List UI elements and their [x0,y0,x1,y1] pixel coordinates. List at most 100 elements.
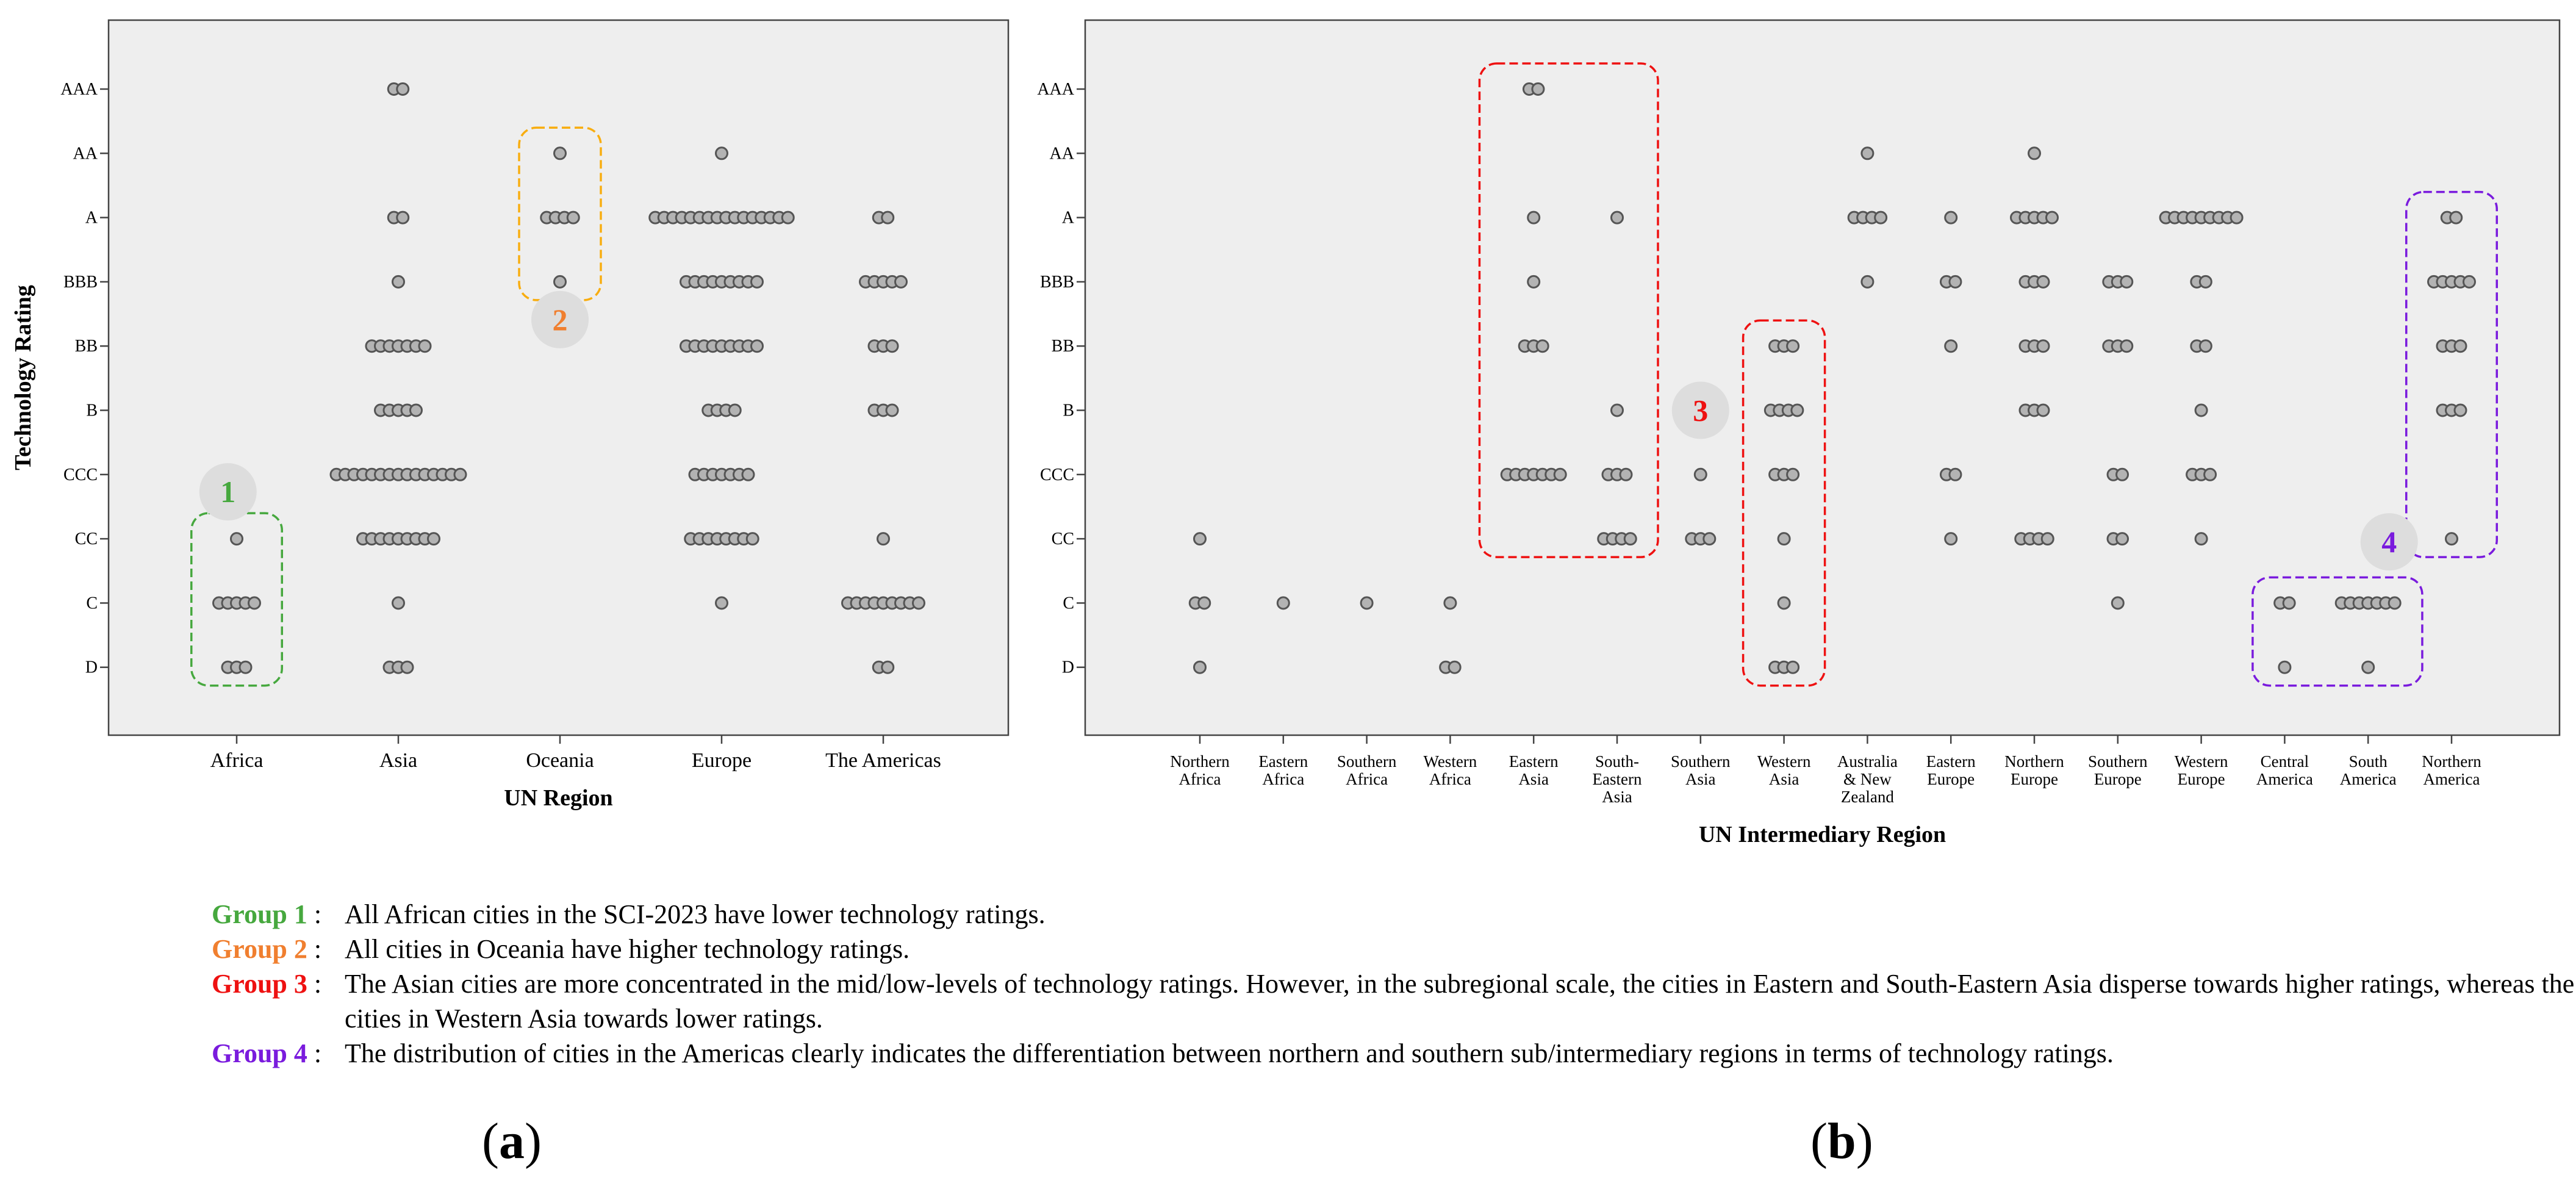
x-tick-label-line: Asia [1518,770,1549,788]
data-dot [2045,210,2059,225]
data-dot [2198,275,2212,289]
group-3-badge [1671,381,1729,439]
panel-label-a: (a) [482,1113,542,1170]
x-tick-label-line: Africa [210,749,264,772]
data-dot [553,275,567,289]
x-tick-label: Southern Europe [2088,752,2148,788]
group-2-badge [531,290,589,348]
data-dot [2198,339,2212,353]
x-tick-label: South-Eastern Asia [1593,752,1642,806]
y-tick-label: A [1062,209,1075,228]
x-tick-label-line: Asia [1602,788,1632,806]
legend-label-group-4: Group 4 [212,1038,307,1068]
group-1-badge [199,463,257,521]
x-tick-label-line: America [2424,770,2480,788]
x-tick-label-line: Western [1424,752,1477,771]
data-dot [715,596,728,610]
group-4-outline [2405,190,2498,558]
x-tick-label-line: Northern [2004,752,2064,771]
x-tick-label-line: Africa [1346,770,1388,788]
x-tick-label-line: America [2256,770,2313,788]
data-dot [2388,596,2402,610]
group-4-badge [2360,513,2418,571]
x-tick-label: Europe [692,749,752,772]
data-dot [1619,467,1633,481]
data-dot [2040,532,2054,546]
data-dot [1693,467,1707,481]
data-dot [745,532,759,546]
data-dot [1786,467,1800,481]
data-dot [2194,403,2208,417]
data-dot [1610,210,1624,225]
x-tick-label: Australia & New Zealand [1837,752,1898,806]
data-dot [1786,660,1800,674]
group-4-label: 4 [2381,525,2397,559]
data-dot [1944,210,1958,225]
y-tick-label: AA [73,144,98,163]
legend-label-group-1: Group 1 [212,899,307,929]
y-tick-label: C [86,594,98,613]
x-tick-label-line: Eastern [1509,752,1559,771]
data-dot [1276,596,1290,610]
y-tick-label: CC [1052,530,1074,548]
panel-label-b: (b) [1810,1113,1873,1170]
data-dot [1860,275,1875,289]
data-dot [2230,210,2244,225]
group-legend: Group 1 : All African cities in the SCI-… [212,897,2576,1071]
y-tick-label: B [86,401,98,420]
data-dot [1535,339,1549,353]
x-tick-label: Africa [210,749,264,772]
x-tick-label-line: Asia [1685,770,1716,788]
x-tick-label: Eastern Africa [1258,752,1308,788]
data-dot [2036,403,2050,417]
data-dot [2445,532,2458,546]
data-dot [1786,339,1800,353]
data-dot [2194,532,2208,546]
panel-label-a-letter: a [498,1113,525,1170]
group-1-label: 1 [220,475,235,509]
x-tick-label-line: Central [2261,752,2309,771]
y-tick-label: D [1062,658,1074,677]
data-dot [715,146,728,160]
plot-area [107,19,1010,736]
y-tick-label: CCC [1040,466,1074,484]
x-tick-label: Northern Africa [1170,752,1230,788]
data-dot [248,596,261,610]
x-tick-label-line: Eastern [1926,752,1976,771]
data-dot [230,532,243,546]
x-tick-label: Southern Asia [1671,752,1731,788]
data-dot [2282,596,2296,610]
legend-text-group-2: All cities in Oceania have higher techno… [345,934,910,964]
data-dot [1777,532,1791,546]
data-dot [2115,467,2129,481]
y-tick-label: B [1063,401,1074,420]
y-tick-label: BB [1052,337,1074,356]
data-dot [1553,467,1567,481]
data-dot [1443,596,1457,610]
group-3-label: 3 [1693,394,1708,428]
x-tick-label-line: Southern [2088,752,2148,771]
group-2-label: 2 [553,303,568,337]
x-tick-label-line: Europe [2011,770,2058,788]
x-tick-label: Northern America [2422,752,2481,788]
x-tick-label: Western Europe [2175,752,2228,788]
data-dot [396,82,410,96]
data-dot [1944,339,1958,353]
data-dot [2120,275,2134,289]
legend-row-group-2: Group 2 : All cities in Oceania have hig… [212,932,2576,966]
data-dot [2120,339,2134,353]
x-tick-label: Eastern Asia [1509,752,1559,788]
y-tick-label: CCC [63,466,98,484]
data-dot [1874,210,1888,225]
legend-row-group-1: Group 1 : All African cities in the SCI-… [212,897,2576,932]
data-dot [409,403,423,417]
x-tick-label-line: Africa [1179,770,1221,788]
data-dot [2028,146,2041,160]
x-tick-label-line: South [2349,752,2388,771]
x-tick-label: Oceania [526,749,594,772]
y-tick-label: BB [75,337,98,356]
x-tick-label: Northern Europe [2004,752,2064,788]
data-dot [2449,210,2463,225]
